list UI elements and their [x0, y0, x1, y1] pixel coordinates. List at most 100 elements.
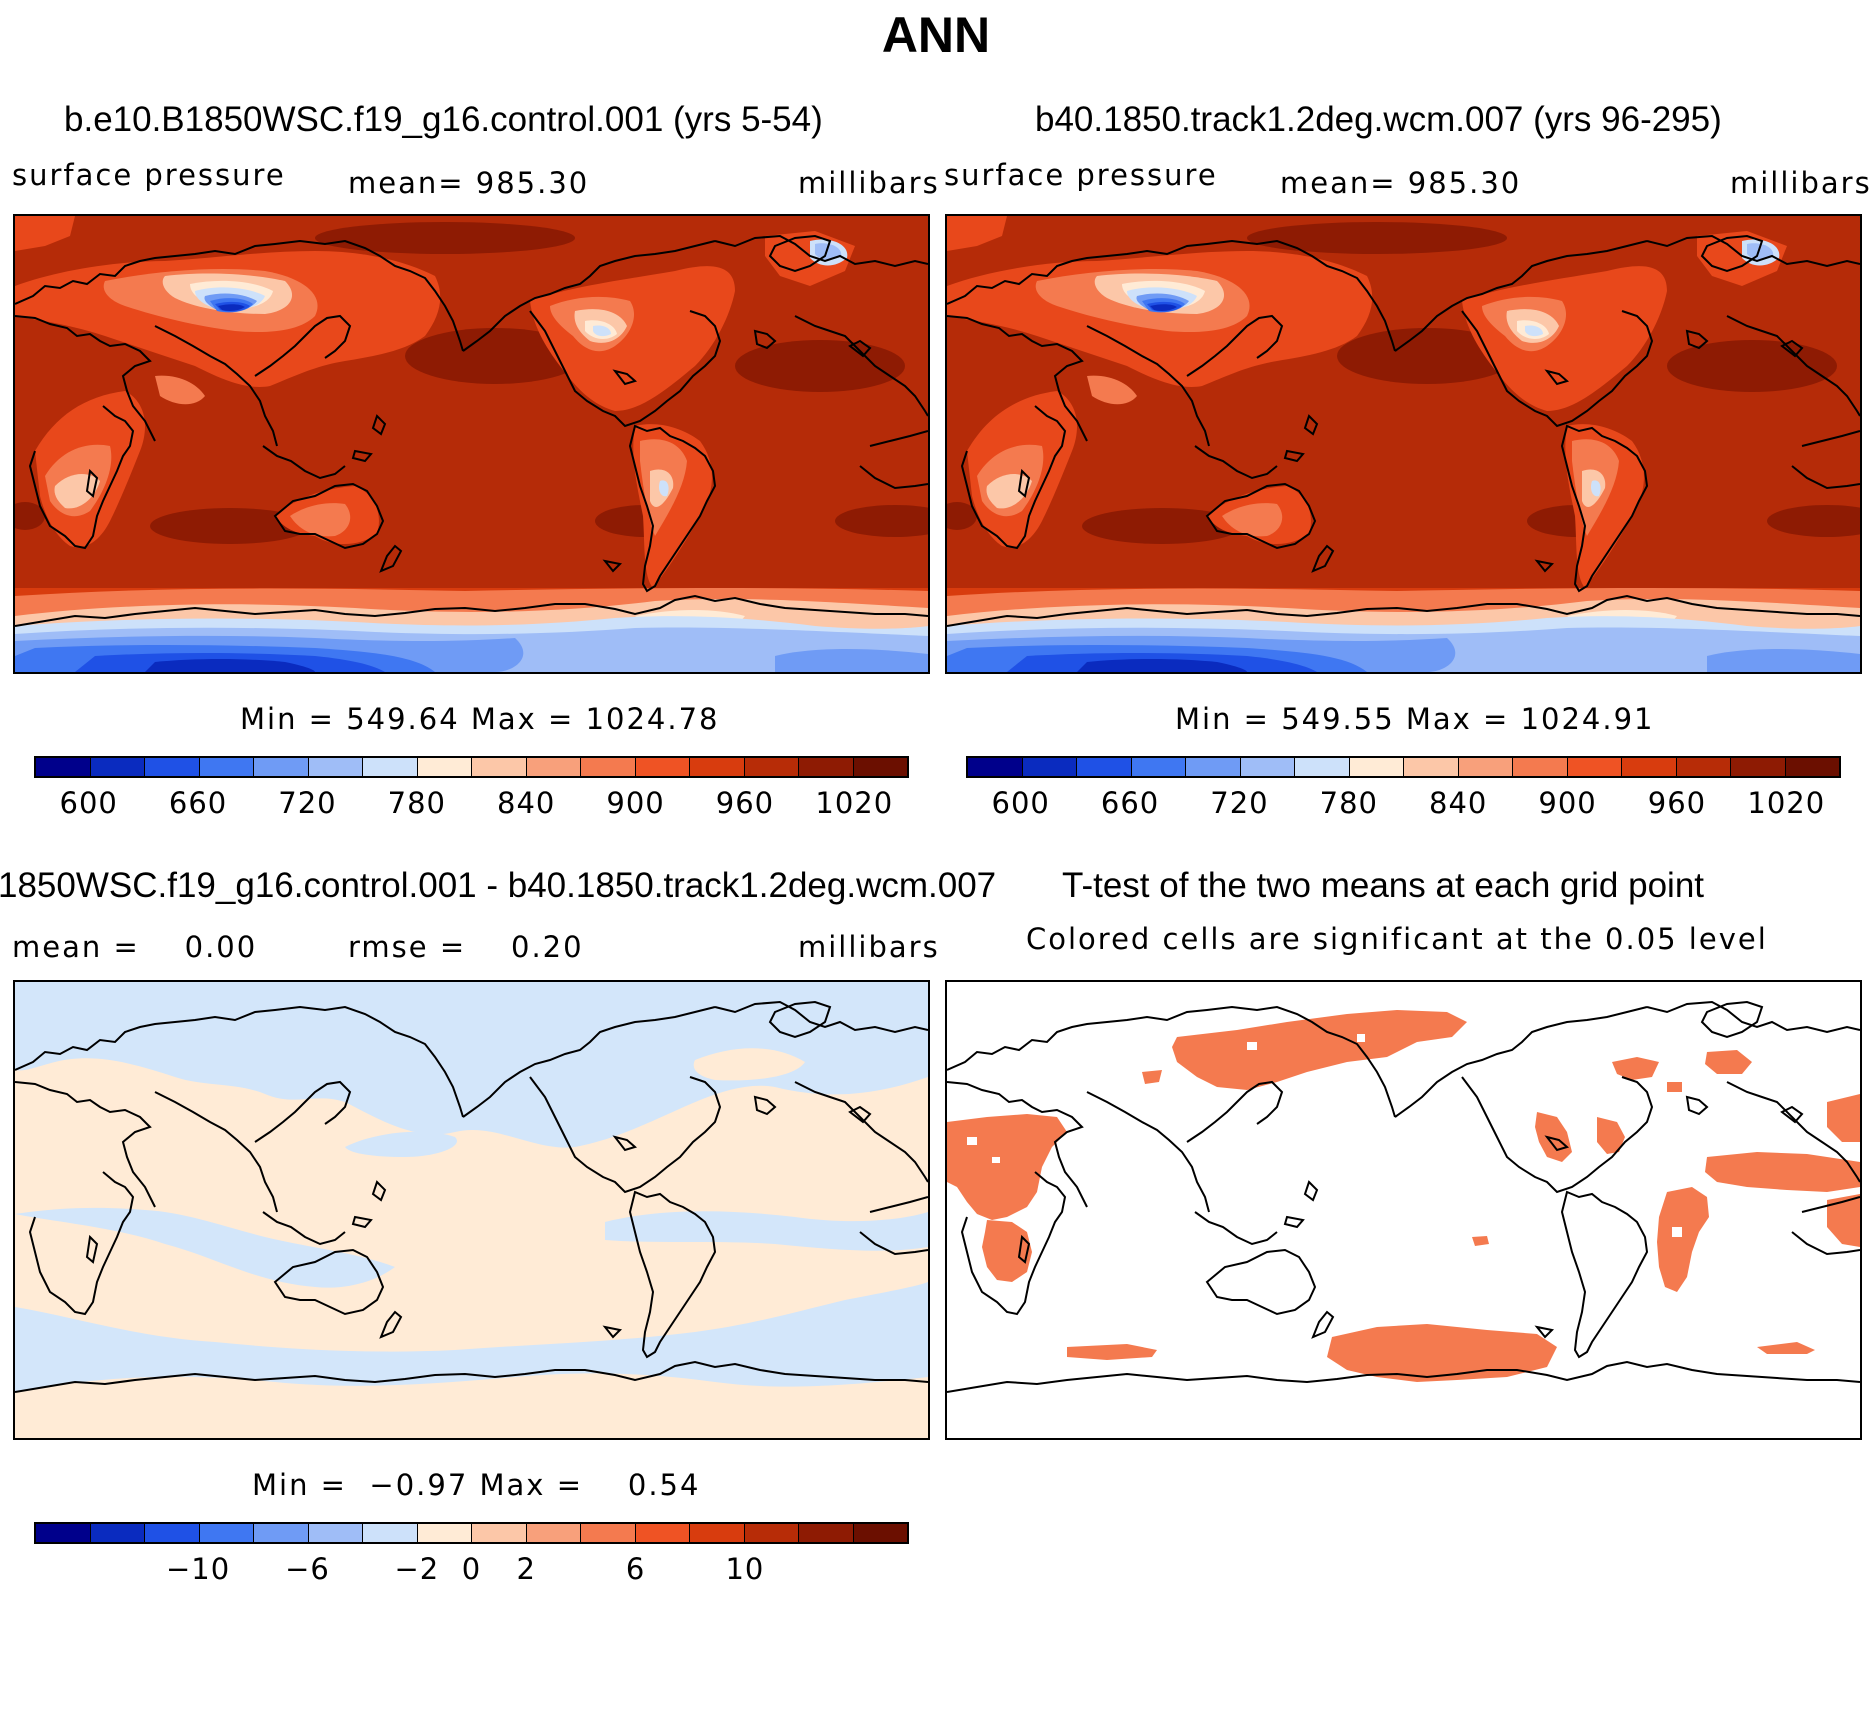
colorbar-tick-label: 960 — [1647, 786, 1707, 820]
colorbar-swatch — [472, 758, 527, 776]
colorbar-swatch — [1513, 758, 1568, 776]
colorbar-swatch — [1404, 758, 1459, 776]
panel1-mean-label: mean= 985.30 — [348, 166, 590, 200]
colorbar-tick-label: 600 — [991, 786, 1050, 820]
colorbar-swatch — [254, 1524, 309, 1542]
colorbar-swatch — [145, 758, 200, 776]
colorbar-swatch — [1458, 758, 1513, 776]
colorbar-swatch — [363, 1524, 418, 1542]
colorbar-tick-label: 660 — [168, 786, 228, 820]
colorbar-swatch — [417, 1524, 472, 1542]
colorbar-tick-label: 720 — [1210, 786, 1269, 820]
panel1-colorbar — [34, 756, 909, 778]
panel3-units: millibars — [798, 930, 940, 964]
colorbar-tick-label: −2 — [394, 1552, 440, 1586]
colorbar-tick-label: 1020 — [1747, 786, 1826, 820]
panel3-rmse: rmse = 0.20 — [348, 930, 584, 964]
panel2-mean-label: mean= 985.30 — [1280, 166, 1522, 200]
panel4-subtitle: Colored cells are significant at the 0.0… — [1026, 922, 1768, 956]
colorbar-tick-label: 600 — [59, 786, 118, 820]
colorbar-swatch — [36, 758, 91, 776]
panel3-map — [13, 980, 930, 1440]
colorbar-swatch — [254, 758, 309, 776]
colorbar-swatch — [1295, 758, 1350, 776]
colorbar-swatch — [744, 758, 799, 776]
panel2-stats: Min = 549.55 Max = 1024.91 — [1175, 702, 1655, 736]
colorbar-swatch — [1240, 758, 1295, 776]
colorbar-tick-label: 720 — [278, 786, 337, 820]
colorbar-tick-label: 840 — [1429, 786, 1488, 820]
colorbar-swatch — [199, 1524, 254, 1542]
colorbar-swatch — [363, 758, 418, 776]
colorbar-swatch — [199, 758, 254, 776]
colorbar-tick-label: 660 — [1100, 786, 1160, 820]
colorbar-swatch — [799, 1524, 854, 1542]
colorbar-swatch — [581, 758, 636, 776]
colorbar-tick-label: 0 — [461, 1552, 482, 1586]
colorbar-swatch — [1349, 758, 1404, 776]
colorbar-swatch — [635, 1524, 690, 1542]
panel1-variable-label: surface pressure — [12, 158, 286, 192]
colorbar-swatch — [417, 758, 472, 776]
panel4-map — [945, 980, 1862, 1440]
colorbar-tick-label: 900 — [606, 786, 665, 820]
colorbar-swatch — [1131, 758, 1186, 776]
panel2-title: b40.1850.track1.2deg.wcm.007 (yrs 96-295… — [1035, 100, 1722, 139]
colorbar-swatch — [799, 758, 854, 776]
colorbar-swatch — [581, 1524, 636, 1542]
colorbar-tick-label: 960 — [715, 786, 775, 820]
panel3-colorbar — [34, 1522, 909, 1544]
panel2-map — [945, 214, 1862, 674]
colorbar-swatch — [526, 758, 581, 776]
panel1-title: b.e10.B1850WSC.f19_g16.control.001 (yrs … — [64, 100, 823, 139]
colorbar-tick-label: 6 — [625, 1552, 646, 1586]
colorbar-swatch — [1022, 758, 1077, 776]
panel3-stats: Min = −0.97 Max = 0.54 — [252, 1468, 701, 1502]
colorbar-tick-label: −10 — [165, 1552, 231, 1586]
panel2-units: millibars — [1730, 166, 1872, 200]
colorbar-swatch — [145, 1524, 200, 1542]
colorbar-swatch — [744, 1524, 799, 1542]
colorbar-swatch — [690, 758, 745, 776]
panel3-stats-max: 0.54 — [627, 1468, 701, 1502]
panel3-rmse-value: 0.20 — [511, 930, 584, 964]
panel2-variable-label: surface pressure — [944, 158, 1218, 192]
colorbar-tick-label: 840 — [497, 786, 556, 820]
colorbar-tick-label: −6 — [285, 1552, 330, 1586]
panel3-stats-min: −0.97 — [369, 1468, 469, 1502]
colorbar-swatch — [90, 758, 145, 776]
colorbar-tick-label: 2 — [516, 1552, 536, 1586]
colorbar-swatch — [90, 1524, 145, 1542]
colorbar-swatch — [308, 758, 363, 776]
colorbar-swatch — [853, 1524, 907, 1542]
colorbar-swatch — [853, 758, 907, 776]
colorbar-swatch — [472, 1524, 527, 1542]
panel1-units: millibars — [798, 166, 940, 200]
colorbar-swatch — [690, 1524, 745, 1542]
panel2-colorbar — [966, 756, 1841, 778]
panel1-mean-value: 985.30 — [475, 166, 590, 200]
panel3-title: 1850WSC.f19_g16.control.001 - b40.1850.t… — [0, 866, 997, 905]
colorbar-swatch — [526, 1524, 581, 1542]
colorbar-swatch — [1785, 758, 1839, 776]
colorbar-swatch — [36, 1524, 91, 1542]
colorbar-swatch — [635, 758, 690, 776]
colorbar-swatch — [1567, 758, 1622, 776]
panel3-diff-field — [15, 982, 928, 1438]
colorbar-swatch — [1731, 758, 1786, 776]
panel4-title: T-test of the two means at each grid poi… — [1062, 866, 1705, 905]
colorbar-swatch — [1077, 758, 1132, 776]
colorbar-swatch — [1622, 758, 1677, 776]
colorbar-tick-label: 1020 — [815, 786, 894, 820]
panel3-mean-value: 0.00 — [184, 930, 258, 964]
panel1-map — [13, 214, 930, 674]
colorbar-tick-label: 780 — [387, 786, 446, 820]
panel4-ttest-field — [947, 982, 1860, 1438]
colorbar-tick-label: 780 — [1319, 786, 1378, 820]
colorbar-swatch — [308, 1524, 363, 1542]
colorbar-swatch — [1676, 758, 1731, 776]
panel1-stats: Min = 549.64 Max = 1024.78 — [240, 702, 720, 736]
panel3-mean: mean = 0.00 — [12, 930, 258, 964]
colorbar-tick-label: 900 — [1538, 786, 1597, 820]
figure-title: ANN — [881, 7, 991, 63]
